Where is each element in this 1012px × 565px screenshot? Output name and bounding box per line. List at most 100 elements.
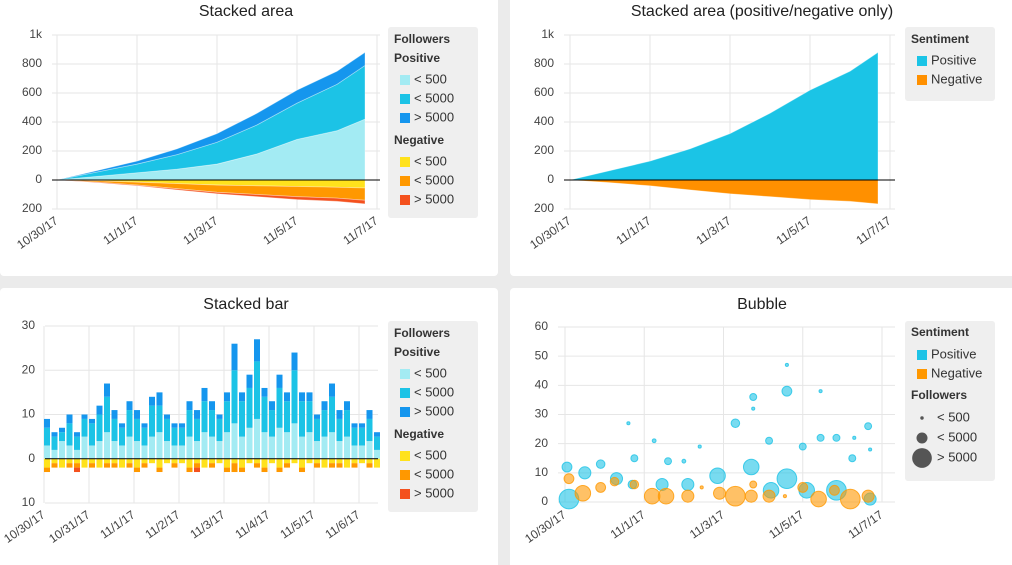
bar — [74, 436, 80, 450]
bar — [231, 463, 238, 473]
bubble — [762, 489, 776, 503]
bar — [81, 436, 88, 459]
legend-swatch — [400, 176, 410, 186]
legend-swatch — [400, 75, 410, 85]
bar — [179, 423, 185, 428]
legend-label: Negative — [931, 71, 982, 86]
bar — [366, 458, 373, 464]
bar — [314, 463, 320, 468]
bubble — [595, 459, 606, 469]
legend-label: < 500 — [414, 447, 447, 462]
bar — [156, 405, 163, 433]
bar — [149, 436, 155, 459]
bar — [44, 445, 50, 459]
bubble — [681, 458, 687, 464]
bubble — [784, 362, 789, 367]
bubble — [749, 480, 758, 489]
bar — [179, 445, 185, 459]
bar — [224, 467, 230, 473]
bar — [321, 401, 328, 411]
bar — [306, 432, 313, 459]
bar — [224, 458, 230, 468]
legend-label: > 5000 — [937, 449, 977, 464]
legend-label: < 500 — [937, 409, 970, 424]
y-tick-label: 40 — [535, 378, 549, 392]
bar — [66, 414, 73, 424]
bubble — [852, 435, 857, 440]
bar — [299, 467, 305, 473]
bar — [231, 370, 238, 424]
bar — [96, 414, 103, 442]
legend-label: > 5000 — [414, 109, 454, 124]
bar — [44, 467, 50, 473]
legend-title: Followers — [911, 388, 967, 402]
bar — [359, 458, 365, 464]
bar — [164, 441, 170, 459]
bubble — [730, 418, 741, 429]
bar — [239, 392, 245, 402]
bar — [186, 401, 193, 411]
bar — [366, 418, 373, 442]
bubble — [609, 476, 620, 487]
legend-label: > 5000 — [414, 403, 454, 418]
legend-group: Positive — [394, 345, 440, 359]
bar — [164, 414, 170, 419]
legend-swatch — [400, 388, 410, 398]
bubble — [643, 487, 661, 505]
bar — [59, 441, 65, 459]
bar — [66, 445, 73, 459]
bar — [164, 418, 170, 442]
bar — [119, 423, 125, 428]
bar — [66, 463, 73, 468]
bar — [44, 418, 50, 428]
bar — [119, 458, 125, 468]
bar — [344, 401, 350, 411]
bar — [141, 423, 148, 428]
bar — [59, 432, 65, 442]
legend-swatch — [917, 56, 927, 66]
bar — [374, 449, 380, 459]
bar — [104, 458, 110, 464]
bubble — [765, 436, 774, 445]
bar — [351, 458, 358, 464]
bar — [284, 392, 290, 402]
bar — [74, 463, 80, 468]
bar — [299, 392, 305, 402]
area — [56, 51, 366, 181]
bar — [231, 458, 238, 464]
bar — [141, 445, 148, 459]
bar — [51, 463, 58, 468]
legend-label: < 500 — [414, 71, 447, 86]
bar — [284, 401, 290, 433]
bar — [261, 467, 268, 473]
bar — [329, 458, 335, 464]
legend-title: Sentiment — [911, 325, 969, 339]
bar — [194, 458, 200, 464]
bubble — [629, 479, 640, 490]
bar — [96, 405, 103, 415]
bar — [66, 458, 73, 464]
bar — [224, 392, 230, 402]
legend-label: < 500 — [414, 153, 447, 168]
bar — [366, 410, 373, 419]
bar — [216, 418, 223, 442]
legend-swatch — [400, 451, 410, 461]
bar — [291, 423, 298, 459]
bar — [284, 432, 290, 459]
bar — [89, 418, 95, 424]
bar — [119, 427, 125, 446]
legend-title: Sentiment — [911, 32, 969, 46]
bar — [329, 383, 335, 397]
bar — [216, 441, 223, 459]
bar — [89, 445, 95, 459]
bar — [111, 441, 118, 459]
bar — [246, 387, 253, 428]
bar — [306, 401, 313, 433]
bar — [89, 463, 95, 468]
bar — [336, 458, 343, 464]
bubble — [864, 422, 873, 431]
bar — [359, 427, 365, 446]
legend-box — [388, 321, 478, 512]
bar — [111, 458, 118, 464]
y-tick-label: 400 — [534, 114, 554, 128]
